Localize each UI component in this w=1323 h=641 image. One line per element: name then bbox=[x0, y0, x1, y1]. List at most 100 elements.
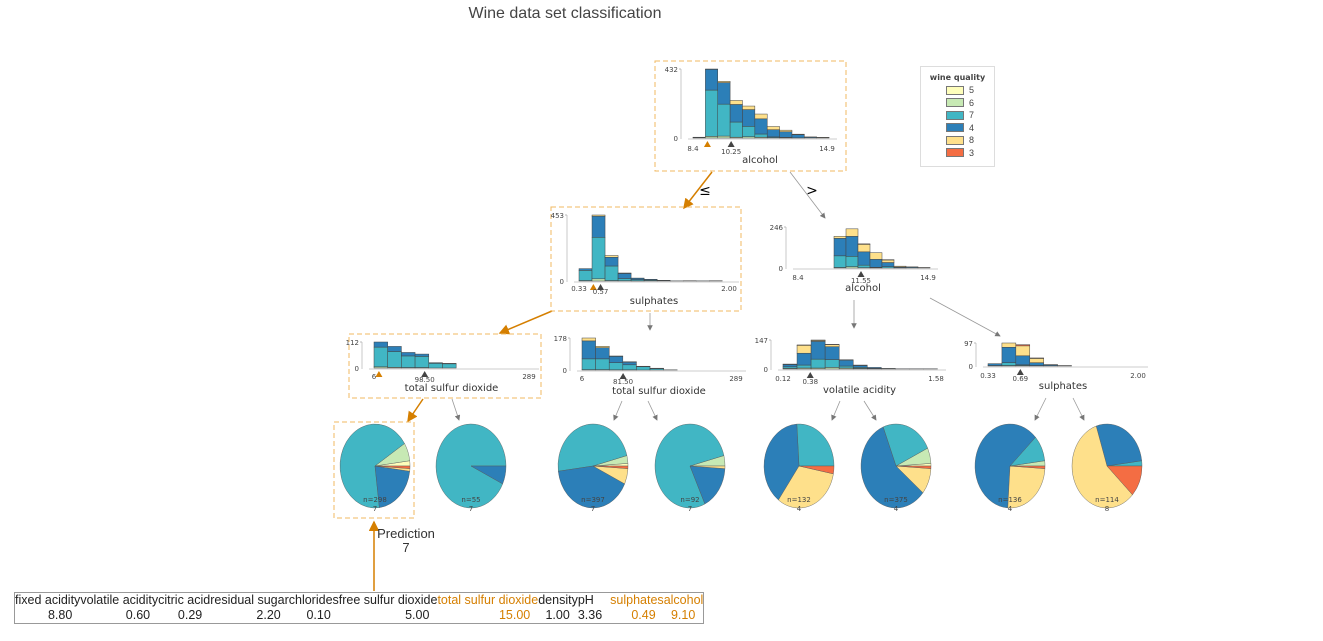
histogram-bar-segment bbox=[754, 133, 768, 138]
histogram-bar-segment bbox=[869, 259, 883, 268]
split-marker-icon bbox=[1016, 369, 1024, 375]
feature-name: chlorides bbox=[288, 593, 339, 607]
histogram-bar-segment bbox=[401, 355, 416, 368]
pie-slice-class-7 bbox=[557, 423, 628, 472]
legend-swatch bbox=[946, 85, 964, 95]
legend-label: 7 bbox=[969, 110, 975, 121]
histogram-bar-segment bbox=[373, 346, 388, 368]
legend-swatch bbox=[946, 110, 964, 120]
x-min-label: 0.33 bbox=[980, 372, 996, 380]
histogram-bar-segment bbox=[1029, 362, 1044, 366]
leaf-node[interactable] bbox=[763, 423, 835, 509]
leaf-sample-count: n=55 bbox=[461, 496, 480, 504]
histogram-bar-segment bbox=[852, 365, 868, 368]
legend-swatch bbox=[946, 123, 964, 133]
leaf-node[interactable] bbox=[557, 423, 629, 509]
split-marker-icon bbox=[727, 141, 735, 147]
y-max-label: 246 bbox=[770, 224, 784, 232]
histogram-bar-segment bbox=[1001, 347, 1017, 363]
pie-slice-class-7 bbox=[339, 423, 405, 509]
histogram-bar-segment bbox=[845, 228, 859, 237]
path-highlight-box bbox=[550, 206, 742, 312]
histogram-bar-segment bbox=[387, 351, 402, 368]
decision-node-tsd-1[interactable] bbox=[348, 333, 542, 399]
decision-node-alcohol-2[interactable] bbox=[784, 226, 938, 277]
feature-name: fixed acidity bbox=[15, 593, 81, 607]
histogram-bar-segment bbox=[428, 362, 443, 364]
split-value-label: 0.57 bbox=[593, 288, 609, 296]
histogram-bar-segment bbox=[622, 364, 637, 371]
histogram-bar-segment bbox=[824, 359, 840, 368]
leaf-node[interactable] bbox=[974, 423, 1046, 509]
pie-slice-class-4 bbox=[974, 423, 1036, 509]
edge-label-left: ≤ bbox=[699, 183, 711, 199]
edge-label-right: > bbox=[806, 183, 818, 199]
legend-label: 8 bbox=[969, 135, 975, 146]
split-value-label: 98.50 bbox=[415, 376, 435, 384]
split-marker-icon bbox=[619, 373, 627, 379]
histogram-bar-segment bbox=[442, 363, 457, 369]
feature-value: 0.49 bbox=[631, 608, 656, 622]
histogram-bar-segment bbox=[387, 346, 402, 352]
leaf-sample-count: n=397 bbox=[581, 496, 605, 504]
legend-item: 3 bbox=[946, 147, 994, 160]
legend-label: 4 bbox=[969, 122, 975, 133]
histogram-bar-segment bbox=[578, 270, 593, 281]
leaf-class-label: 7 bbox=[591, 505, 595, 513]
tree-edge bbox=[789, 171, 826, 219]
feature-name: pH bbox=[577, 593, 594, 607]
histogram-bar-segment bbox=[881, 259, 895, 263]
leaf-node[interactable] bbox=[654, 423, 726, 509]
feature-name: total sulfur dioxide bbox=[437, 593, 539, 607]
histogram-bar-segment bbox=[591, 237, 606, 280]
y-zero-label: 0 bbox=[674, 135, 678, 143]
y-zero-label: 0 bbox=[560, 278, 564, 286]
decision-node-volatile-acidity[interactable] bbox=[769, 339, 946, 378]
feature-name: free sulfur dioxide bbox=[338, 593, 438, 607]
path-highlight-box bbox=[348, 333, 542, 399]
legend-item: 4 bbox=[946, 122, 994, 135]
histogram-bar-segment bbox=[779, 129, 793, 133]
prediction: Prediction 7 bbox=[364, 527, 448, 555]
x-max-label: 2.00 bbox=[1130, 372, 1146, 380]
decision-node-root[interactable] bbox=[654, 60, 847, 172]
decision-node-tsd-2[interactable] bbox=[568, 337, 746, 379]
histogram-bar-segment bbox=[595, 358, 610, 370]
x-min-label: 6 bbox=[372, 373, 377, 381]
tree-edge bbox=[929, 297, 1001, 337]
pie-slice-class-7 bbox=[654, 423, 725, 509]
tree-edge bbox=[407, 398, 424, 423]
path-highlight-box bbox=[654, 60, 847, 172]
histogram-bar-segment bbox=[729, 104, 743, 123]
histogram-bar-segment bbox=[845, 256, 859, 267]
histogram-bar-segment bbox=[636, 366, 651, 371]
tree-edge bbox=[613, 400, 623, 421]
feature-value: 9.10 bbox=[670, 608, 696, 622]
decision-node-sulphates-1[interactable] bbox=[550, 206, 742, 312]
histogram-bar-segment bbox=[604, 255, 619, 258]
histogram-bar-segment bbox=[833, 236, 847, 239]
leaf-node[interactable] bbox=[860, 423, 932, 509]
decision-node-sulphates-2[interactable] bbox=[974, 342, 1148, 375]
feature-name: density bbox=[538, 593, 578, 607]
leaf-class-label: 7 bbox=[373, 505, 377, 513]
histogram-bar-segment bbox=[810, 358, 826, 369]
histogram-bar-segment bbox=[881, 262, 895, 267]
histogram-bar-segment bbox=[869, 252, 883, 260]
x-min-label: 0.33 bbox=[571, 285, 587, 293]
feature-value: 2.20 bbox=[256, 608, 281, 622]
leaf-node[interactable] bbox=[1071, 423, 1143, 509]
prediction-value: 7 bbox=[402, 540, 410, 555]
leaf-node[interactable] bbox=[435, 423, 507, 509]
legend-title: wine quality bbox=[929, 73, 986, 82]
split-value-label: 11.55 bbox=[851, 277, 871, 285]
histogram-bar-segment bbox=[857, 264, 871, 268]
x-max-label: 289 bbox=[522, 373, 535, 381]
leaf-node[interactable] bbox=[333, 421, 415, 519]
histogram-bar-segment bbox=[1001, 342, 1017, 348]
histogram-bar-segment bbox=[608, 362, 624, 371]
histogram-bar-segment bbox=[754, 118, 768, 135]
histogram-bar-segment bbox=[705, 89, 718, 137]
split-marker-icon bbox=[857, 271, 865, 277]
pie-slice-class-8 bbox=[1071, 425, 1133, 509]
